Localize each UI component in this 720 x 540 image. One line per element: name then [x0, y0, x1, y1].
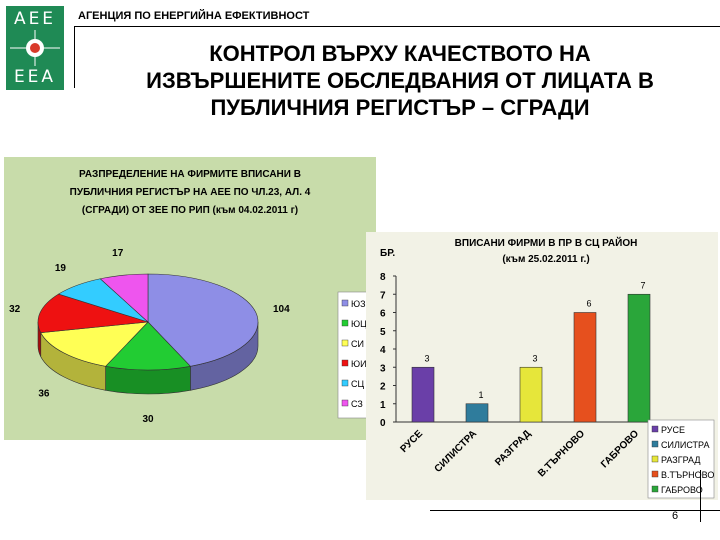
- bar-ylabel: БР.: [380, 248, 395, 259]
- legend-label: РАЗГРАД: [661, 455, 700, 465]
- page-title: КОНТРОЛ ВЪРХУ КАЧЕСТВОТО НА ИЗВЪРШЕНИТЕ …: [80, 40, 720, 121]
- bar-legend: РУСЕ СИЛИСТРА РАЗГРАД В.ТЪРНОВО ГАБРОВО: [647, 419, 715, 499]
- agency-name: АГЕНЦИЯ ПО ЕНЕРГИЙНА ЕФЕКТИВНОСТ: [78, 10, 310, 22]
- logo-emblem-icon: [10, 30, 60, 66]
- pie-value-label: 104: [273, 304, 290, 315]
- header-vertical-divider: [74, 26, 75, 88]
- bar-value-label: 3: [532, 353, 537, 363]
- pie-slice: [37, 293, 149, 333]
- bar-ytick-label: 1: [380, 400, 386, 411]
- pie-title-line: (СГРАДИ) ОТ ЗЕЕ ПО РИП (към 04.02.2011 г…: [82, 205, 298, 216]
- legend-swatch: [651, 440, 659, 448]
- bar-ytick-label: 3: [380, 363, 386, 374]
- pie-slice: [104, 321, 192, 371]
- logo-top-text: AEE: [13, 9, 57, 29]
- bar-value-label: 3: [424, 353, 429, 363]
- bar-ytick-label: 4: [380, 345, 386, 356]
- page-number: 6: [671, 510, 679, 522]
- logo-bottom-text: EEA: [13, 67, 57, 87]
- pie-slice: [147, 273, 259, 367]
- footer-divider: [430, 510, 720, 511]
- pie-slice: [40, 321, 149, 367]
- bar: [465, 403, 489, 423]
- bar-value-label: 6: [586, 299, 591, 309]
- legend-swatch: [341, 339, 349, 347]
- pie-value-label: 36: [38, 388, 50, 399]
- legend-swatch: [341, 399, 349, 407]
- legend-label: В.ТЪРНОВО: [661, 470, 714, 480]
- legend-label: СИ: [351, 339, 364, 349]
- legend-swatch: [341, 319, 349, 327]
- bar-ytick-label: 8: [380, 272, 386, 283]
- legend-swatch: [341, 359, 349, 367]
- bar-chart: ВПИСАНИ ФИРМИ В ПР В СЦ РАЙОН (към 25.02.…: [366, 232, 718, 500]
- legend-label: СЗ: [351, 399, 363, 409]
- pie-slice: [99, 273, 149, 323]
- pie-value-label: 30: [142, 414, 154, 425]
- legend-label: РУСЕ: [661, 425, 685, 435]
- bar-ytick-label: 6: [380, 309, 386, 320]
- pie-sides: [37, 321, 259, 395]
- pie-value-label: 17: [112, 248, 124, 259]
- bar-title-line: ВПИСАНИ ФИРМИ В ПР В СЦ РАЙОН: [455, 236, 638, 249]
- pie-value-label: 32: [9, 304, 21, 315]
- bar-title-line: (към 25.02.2011 г.): [502, 254, 589, 265]
- pie-chart: РАЗПРЕДЕЛЕНИЕ НА ФИРМИТЕ ВПИСАНИ В ПУБЛИЧ…: [4, 157, 376, 440]
- legend-label: СИЛИСТРА: [661, 440, 709, 450]
- bar: [573, 312, 597, 423]
- legend-swatch: [651, 455, 659, 463]
- bar-ytick-label: 5: [380, 327, 386, 338]
- legend-swatch: [651, 485, 659, 493]
- pie-value-label: 19: [55, 263, 67, 274]
- title-line: КОНТРОЛ ВЪРХУ КАЧЕСТВОТО НА: [209, 41, 591, 66]
- pie-title-line: ПУБЛИЧНИЯ РЕГИСТЪР НА АЕЕ ПО ЧЛ.23, АЛ. …: [70, 187, 311, 198]
- title-line: ПУБЛИЧНИЯ РЕГИСТЪР – СГРАДИ: [210, 95, 590, 120]
- bar-legend-box: [647, 419, 715, 499]
- bar-value-label: 1: [478, 390, 483, 400]
- bar-ytick-label: 2: [380, 382, 386, 393]
- legend-label: ЮИ: [351, 359, 367, 369]
- bar: [627, 293, 651, 423]
- legend-label: ЮЦ: [351, 319, 367, 329]
- bar-ytick-label: 0: [380, 418, 386, 429]
- bar-value-label: 7: [640, 280, 645, 290]
- legend-swatch: [341, 299, 349, 307]
- aee-logo: AEE EEA: [6, 6, 64, 90]
- legend-label: ГАБРОВО: [661, 485, 703, 495]
- bar: [519, 366, 543, 423]
- footer-vertical-divider: [700, 470, 701, 522]
- title-line: ИЗВЪРШЕНИТЕ ОБСЛЕДВАНИЯ ОТ ЛИЦАТА В: [146, 68, 654, 93]
- bar-ytick-label: 7: [380, 290, 386, 301]
- legend-label: СЦ: [351, 379, 364, 389]
- legend-label: ЮЗ: [351, 299, 366, 309]
- header-divider: [74, 26, 720, 27]
- legend-swatch: [651, 425, 659, 433]
- bar: [411, 366, 435, 423]
- legend-swatch: [651, 470, 659, 478]
- pie-title-line: РАЗПРЕДЕЛЕНИЕ НА ФИРМИТЕ ВПИСАНИ В: [79, 169, 301, 180]
- legend-swatch: [341, 379, 349, 387]
